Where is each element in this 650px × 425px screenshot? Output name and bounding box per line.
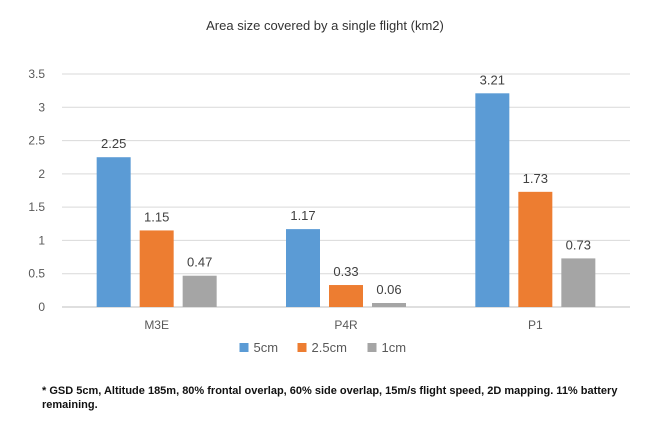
legend-label: 1cm xyxy=(382,340,407,355)
y-tick-label: 2 xyxy=(38,167,45,181)
footnote: * GSD 5cm, Altitude 185m, 80% frontal ov… xyxy=(42,385,618,411)
data-label: 1.15 xyxy=(144,209,169,224)
y-tick-label: 3 xyxy=(38,100,45,114)
x-tick-label: P1 xyxy=(528,318,543,332)
bar-p1-1cm xyxy=(561,258,596,307)
legend-swatch xyxy=(239,343,249,352)
data-label: 0.06 xyxy=(376,282,401,297)
chart-title: Area size covered by a single flight (km… xyxy=(206,18,444,33)
bar-p1-5cm xyxy=(475,93,510,307)
data-label: 0.33 xyxy=(333,264,358,279)
data-label: 0.47 xyxy=(187,255,212,270)
data-label: 1.17 xyxy=(290,208,315,223)
y-tick-label: 3.5 xyxy=(28,67,45,81)
y-tick-label: 2.5 xyxy=(28,134,45,148)
data-label: 3.21 xyxy=(480,72,505,87)
data-label: 2.25 xyxy=(101,136,126,151)
bar-m3e-1cm xyxy=(182,275,217,307)
bar-m3e-5cm xyxy=(96,157,131,307)
data-label: 0.73 xyxy=(566,237,591,252)
legend-swatch xyxy=(297,343,307,352)
legend-label: 5cm xyxy=(254,340,279,355)
y-tick-label: 1 xyxy=(38,233,45,247)
legend-label: 2.5cm xyxy=(312,340,347,355)
y-tick-label: 0.5 xyxy=(28,267,45,281)
bar-m3e-2_5cm xyxy=(139,230,174,307)
y-tick-label: 0 xyxy=(38,300,45,314)
bar-chart: 0 0.5 1 1.5 2 2.5 3 3.5 2.25 1.15 0.47 M3E 1.17 0.33 0… xyxy=(28,67,630,355)
bar-p1-2_5cm xyxy=(518,191,553,307)
legend-swatch xyxy=(367,343,377,352)
data-label: 1.73 xyxy=(523,171,548,186)
bar-p4r-5cm xyxy=(286,229,320,307)
x-tick-label: P4R xyxy=(334,318,358,332)
bar-p4r-2_5cm xyxy=(329,285,363,307)
x-tick-label: M3E xyxy=(144,318,169,332)
y-tick-label: 1.5 xyxy=(28,200,45,214)
bar-p4r-1cm xyxy=(372,303,406,307)
